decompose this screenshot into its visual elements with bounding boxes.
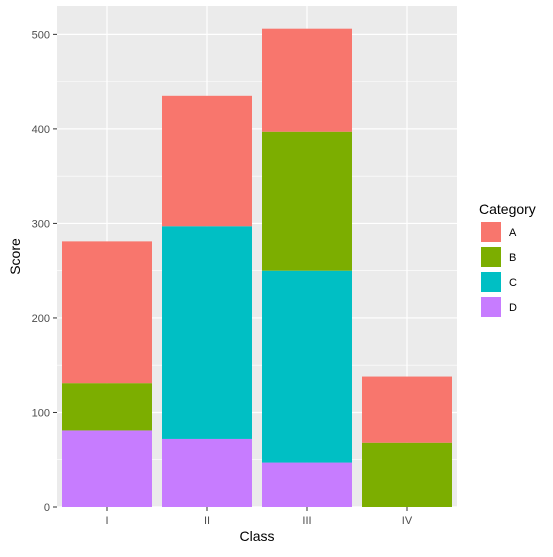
legend-label-D: D bbox=[509, 302, 517, 314]
y-axis-title: Score bbox=[7, 238, 23, 275]
bar-IV-B bbox=[362, 442, 452, 507]
bar-III-D bbox=[262, 462, 352, 507]
legend: Category A B C D bbox=[479, 201, 536, 317]
legend-key-D bbox=[481, 297, 501, 317]
y-tick-label: 400 bbox=[32, 124, 50, 136]
bar-II-A bbox=[162, 95, 252, 227]
x-axis-title: Class bbox=[239, 528, 274, 544]
legend-key-A bbox=[481, 222, 501, 242]
bars bbox=[62, 28, 452, 507]
y-tick-label: 0 bbox=[44, 502, 50, 514]
y-tick-label: 100 bbox=[32, 407, 50, 419]
x-tick-label: IV bbox=[402, 515, 413, 527]
y-tick-label: 200 bbox=[32, 313, 50, 325]
x-axis: I II III IV bbox=[105, 507, 413, 527]
legend-title: Category bbox=[479, 201, 536, 217]
y-tick-label: 500 bbox=[32, 29, 50, 41]
x-tick-label: I bbox=[105, 515, 108, 527]
bar-IV-A bbox=[362, 376, 452, 443]
legend-key-B bbox=[481, 247, 501, 267]
y-axis: 0 100 200 300 400 500 bbox=[32, 29, 57, 514]
y-tick-label: 300 bbox=[32, 218, 50, 230]
x-tick-label: II bbox=[204, 515, 210, 527]
bar-I-B bbox=[62, 383, 152, 431]
bar-II-C bbox=[162, 226, 252, 439]
legend-label-C: C bbox=[509, 277, 517, 289]
bar-II-D bbox=[162, 438, 252, 507]
x-tick-label: III bbox=[302, 515, 311, 527]
bar-I-A bbox=[62, 241, 152, 384]
bar-III-C bbox=[262, 270, 352, 463]
legend-label-B: B bbox=[509, 252, 516, 264]
legend-key-C bbox=[481, 272, 501, 292]
bar-I-D bbox=[62, 430, 152, 507]
bar-III-B bbox=[262, 131, 352, 271]
legend-label-A: A bbox=[509, 227, 517, 239]
bar-III-A bbox=[262, 28, 352, 132]
